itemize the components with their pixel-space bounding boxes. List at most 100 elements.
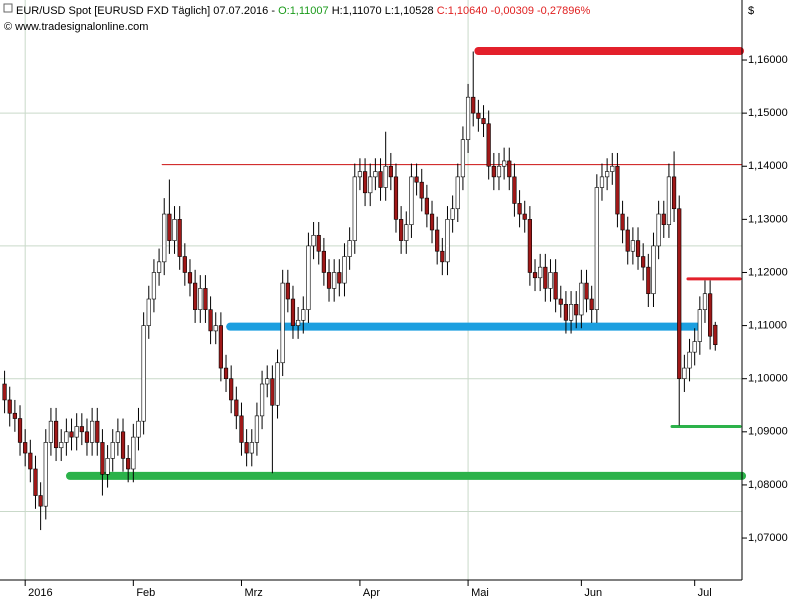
candle-body <box>337 272 342 284</box>
candle-body <box>481 118 486 125</box>
candle-body <box>126 458 131 470</box>
candle-body <box>445 219 450 263</box>
candle-body <box>162 213 167 263</box>
candle-body <box>378 171 383 188</box>
candle-body <box>332 272 337 289</box>
candle-body <box>373 171 378 178</box>
candle-body <box>589 298 594 310</box>
candle-body <box>646 266 651 295</box>
candle-body <box>687 351 692 369</box>
candle-body <box>172 219 177 241</box>
candle-body <box>666 176 672 225</box>
candle-body <box>146 298 151 326</box>
candle-body <box>476 112 481 119</box>
candle-body <box>584 282 589 300</box>
y-tick-label: 1,14000 <box>748 160 788 172</box>
candle-body <box>615 165 620 215</box>
candle-body <box>579 282 584 316</box>
candle-body <box>48 420 54 443</box>
candle-body <box>605 171 610 178</box>
candle-body <box>259 383 265 417</box>
candle-body <box>538 266 543 279</box>
candle-body <box>33 468 38 496</box>
candle-body <box>630 240 635 252</box>
candle-body <box>424 197 429 215</box>
candle-body <box>208 309 213 332</box>
candle-body <box>543 266 548 289</box>
chart-title: EUR/USD Spot [EURUSD FXD Täglich] 07.07.… <box>16 5 275 17</box>
candle-body <box>563 304 569 321</box>
candle-body <box>311 234 316 247</box>
candle-body <box>362 171 368 194</box>
candle-body <box>234 399 239 417</box>
candle-body <box>404 224 409 241</box>
x-tick-label: Mai <box>471 587 489 599</box>
candle-body <box>301 309 306 321</box>
candles <box>2 51 718 531</box>
candle-body <box>151 272 157 300</box>
candle-body <box>512 176 517 204</box>
candle-body <box>352 176 357 241</box>
candle-body <box>429 213 435 231</box>
candle-body <box>17 418 23 443</box>
candle-body <box>84 431 90 443</box>
candle-body <box>223 367 229 379</box>
candle-body <box>95 420 100 443</box>
candle-body <box>414 176 419 183</box>
candle-body <box>43 442 48 507</box>
candle-body <box>522 213 527 220</box>
candle-body <box>244 442 249 454</box>
candle-body <box>527 219 532 273</box>
candle-body <box>409 176 414 225</box>
candle-body <box>105 458 110 475</box>
candle-body <box>213 325 218 332</box>
low-label: L:1,10528 <box>385 5 434 17</box>
candle-body <box>486 123 491 167</box>
grid <box>0 0 742 580</box>
x-tick-label: Jun <box>584 587 602 599</box>
candle-body <box>671 176 677 210</box>
candle-body <box>316 234 321 252</box>
candle-body <box>12 412 17 419</box>
candle-body <box>708 293 713 337</box>
candle-body <box>203 288 208 310</box>
candle-body <box>306 245 311 310</box>
candle-body <box>368 176 373 194</box>
candle-body <box>296 319 301 326</box>
candle-body <box>177 219 182 257</box>
candle-body <box>625 229 630 252</box>
candle-body <box>440 250 445 263</box>
candle-body <box>249 442 254 454</box>
candle-body <box>517 203 522 215</box>
candle-body <box>100 442 105 475</box>
candle-body <box>388 165 393 178</box>
candle-body <box>23 442 28 454</box>
x-tick-label: Mrz <box>244 587 262 599</box>
candle-body <box>558 298 563 305</box>
candle-body <box>502 160 507 167</box>
candle-body <box>641 256 646 268</box>
close-label: C:1,10640 -0,00309 -0,27896% <box>437 5 591 17</box>
candle-body <box>450 208 455 220</box>
candle-body <box>141 325 146 422</box>
y-tick-label: 1,16000 <box>748 54 788 66</box>
y-tick-label: 1,13000 <box>748 213 788 225</box>
candle-body <box>574 304 579 316</box>
y-tick-label: 1,09000 <box>748 426 788 438</box>
x-tick-label: Apr <box>363 587 380 599</box>
candle-body <box>290 298 296 326</box>
candle-body <box>620 213 625 231</box>
y-unit: $ <box>748 5 754 17</box>
candle-body <box>697 309 702 342</box>
candle-body <box>460 139 466 178</box>
candle-body <box>532 272 538 279</box>
candle-body <box>491 165 496 178</box>
candle-body <box>187 272 193 284</box>
candle-body <box>265 378 270 385</box>
y-tick-label: 1,12000 <box>748 266 788 278</box>
candle-body <box>120 431 126 459</box>
candle-body <box>393 176 399 220</box>
